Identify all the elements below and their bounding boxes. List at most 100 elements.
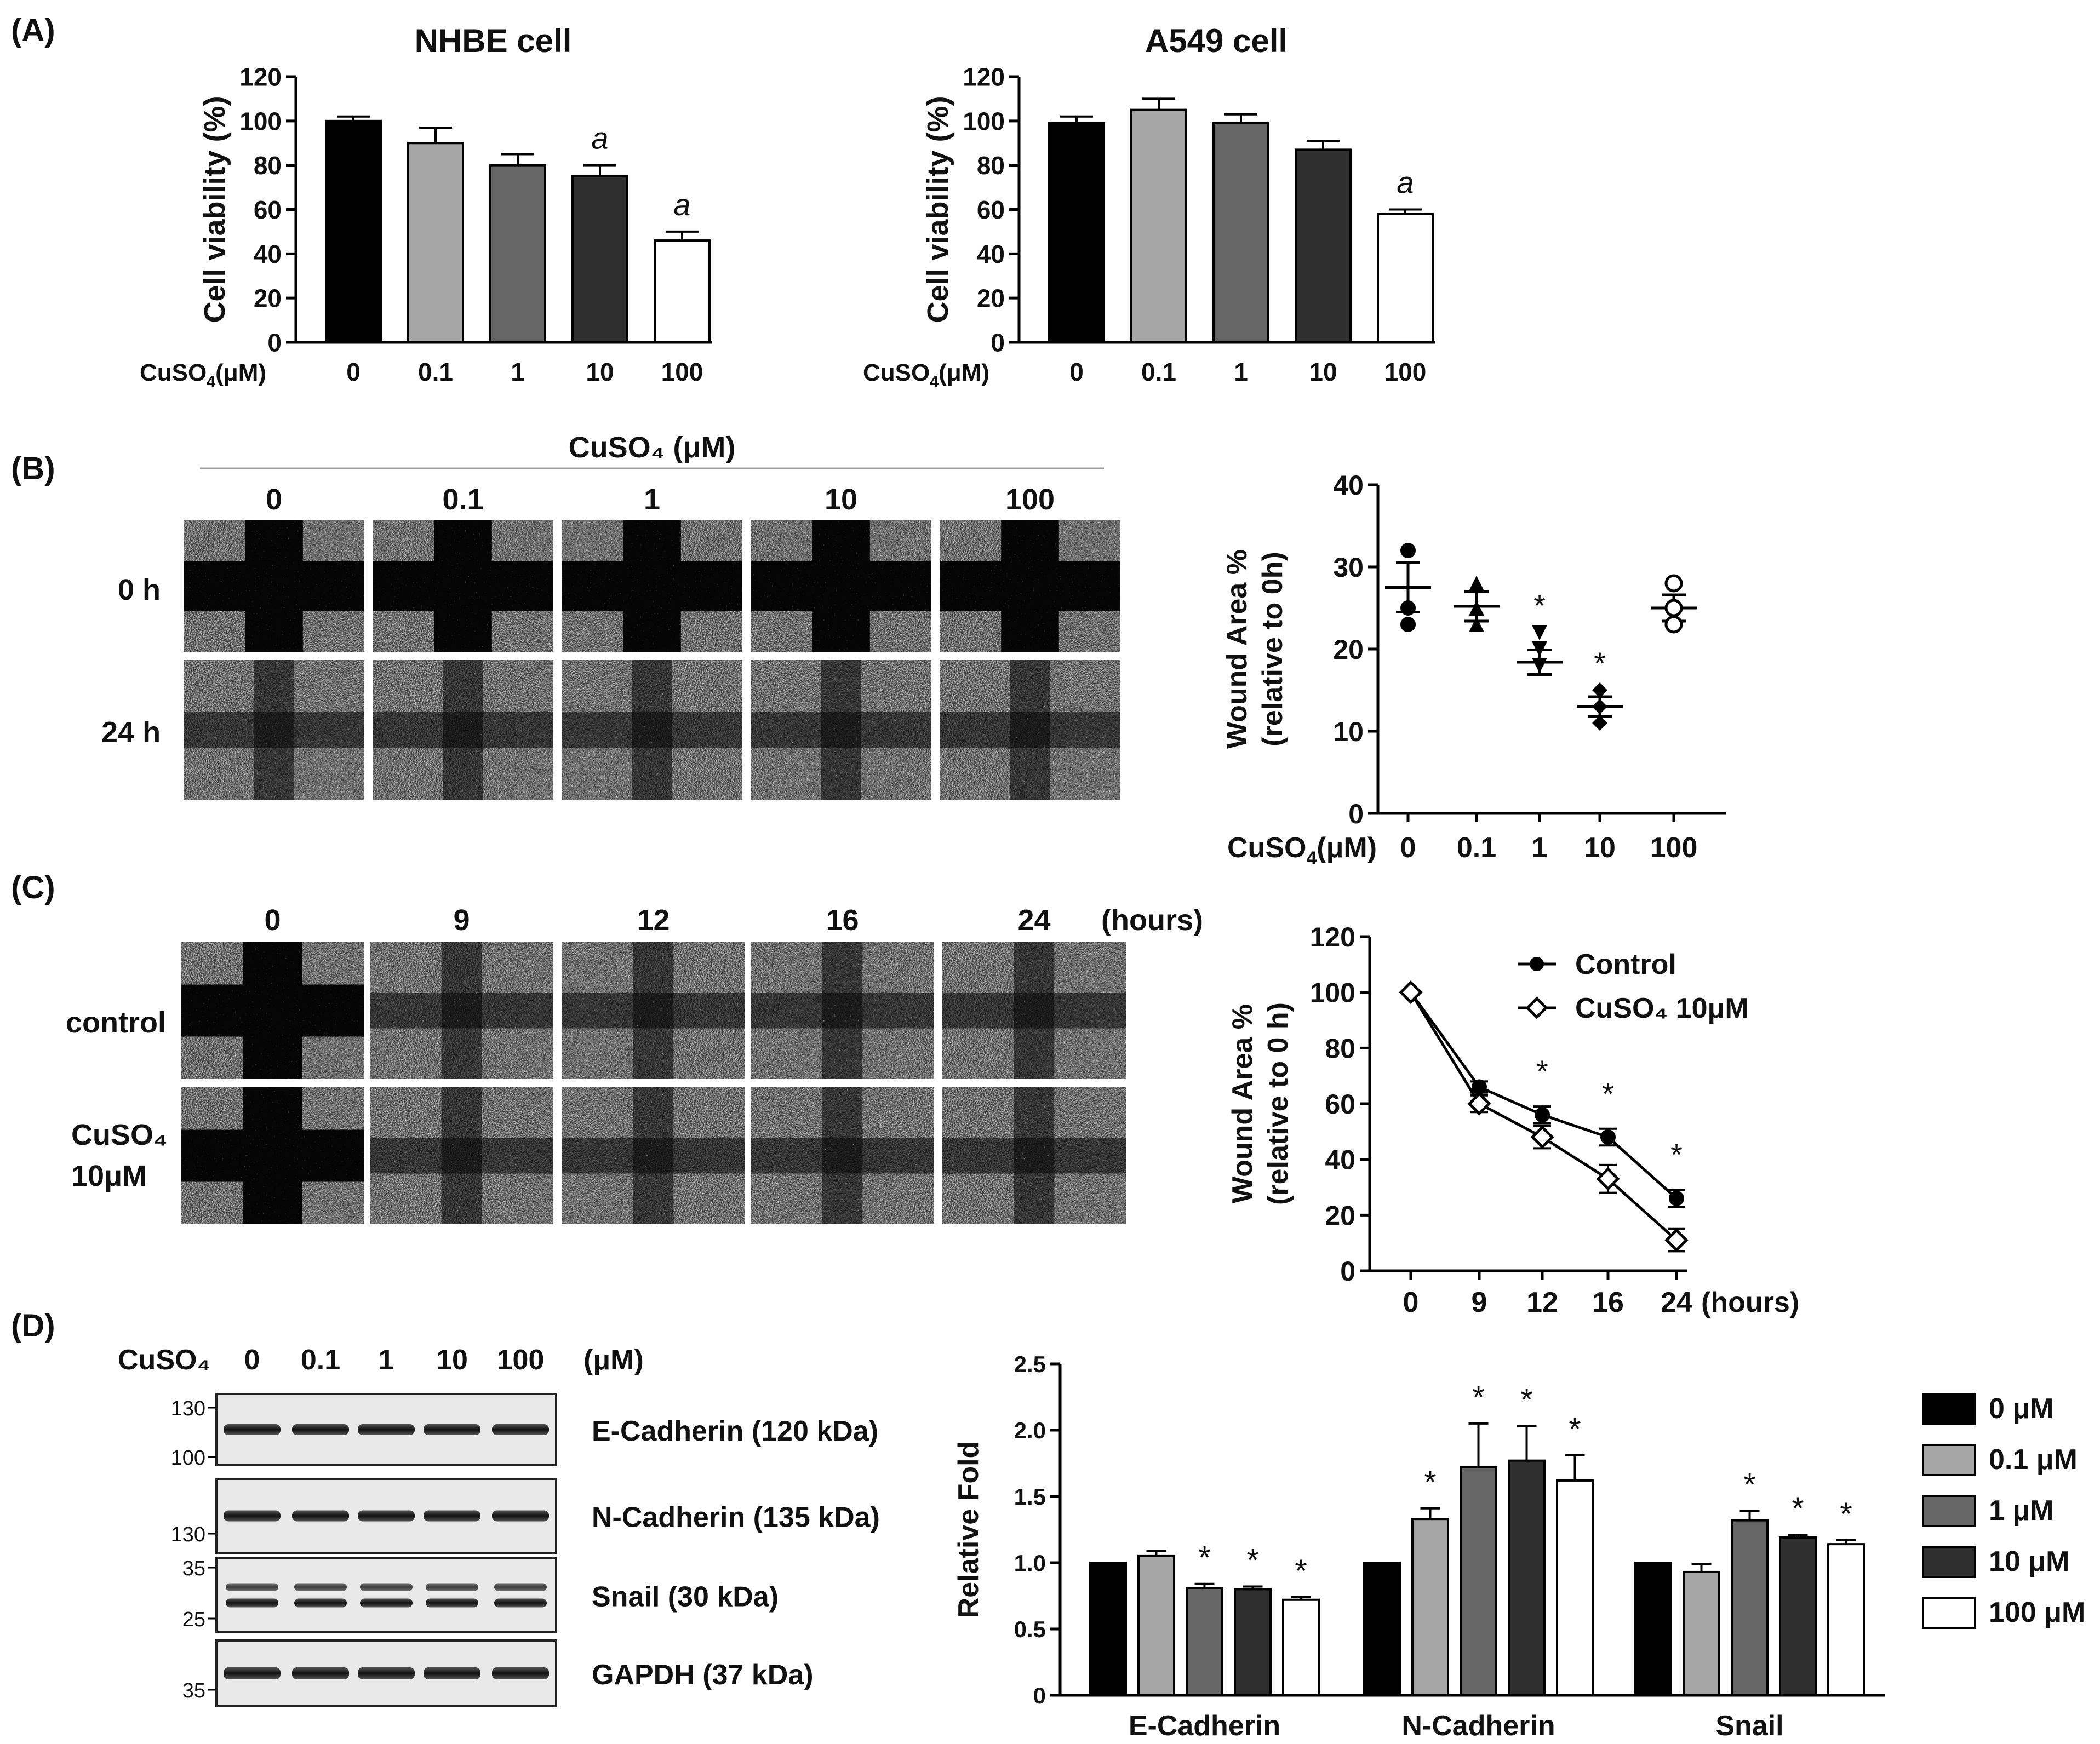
blot-band	[292, 1510, 349, 1522]
wound-b-point	[1532, 641, 1547, 657]
wound-c-ytick-label: 100	[1310, 978, 1355, 1008]
blot-protein-label: E-Cadherin (120 kDa)	[592, 1415, 878, 1447]
wound-c-point-control	[1600, 1129, 1616, 1145]
wound-area-dose-chart: Wound Area % (relative to 0h)010203040CuS…	[1221, 470, 1726, 869]
blot-band	[426, 1583, 478, 1591]
tile-c-cuso4-dots	[562, 1087, 745, 1224]
a549-xtick-label: 0.1	[1141, 358, 1176, 386]
tile-c-cuso4	[181, 1087, 364, 1224]
tile-b-0h-dots	[751, 520, 931, 652]
wound-c-ytick-label: 0	[1340, 1256, 1355, 1287]
fold-bar	[1186, 1586, 1223, 1696]
wound-c-ylabel2: (relative to 0 h)	[1262, 1002, 1294, 1205]
tile-c-control-dots	[562, 942, 745, 1079]
wound-c-point-cuso4	[1530, 1125, 1554, 1149]
wound-b-ytick-label: 30	[1333, 552, 1364, 583]
blot-band	[226, 1583, 278, 1591]
nhbe-xtick-label: 10	[586, 358, 614, 386]
grid-b-column-label: 0	[266, 483, 282, 516]
wound-b-point	[1592, 699, 1607, 714]
tile-b-0h-dots	[373, 520, 553, 652]
fold-legend-label: 0 μM	[1989, 1393, 2054, 1425]
wound-c-xunit: (hours)	[1701, 1287, 1799, 1318]
blot-marker-label: 130	[171, 1397, 205, 1420]
a549-bar	[1130, 108, 1187, 343]
wound-c-ytick-label: 120	[1310, 922, 1355, 953]
tile-c-cuso4	[751, 1087, 934, 1224]
nhbe-annotation: a	[591, 121, 608, 156]
tile-c-cuso4-dots	[942, 1087, 1126, 1224]
blot-protein-label: GAPDH (37 kDa)	[592, 1659, 814, 1691]
blot-band	[360, 1583, 413, 1591]
tile-c-control	[751, 942, 934, 1079]
fold-annotation: *	[1792, 1491, 1804, 1527]
nhbe-ylabel: Cell viability (%)	[198, 96, 231, 323]
nhbe-xtick-label: 0.1	[418, 358, 453, 386]
a549-ytick-label: 80	[977, 151, 1005, 180]
fold-ytick-label: 1.5	[1014, 1484, 1046, 1510]
wound-c-ytick-label: 80	[1325, 1033, 1355, 1064]
wound-c-point-cuso4	[1664, 1228, 1689, 1252]
tile-c-cuso4-dots	[370, 1087, 553, 1224]
fold-bar	[1282, 1598, 1320, 1697]
nhbe-bar	[325, 119, 382, 343]
tile-c-control	[562, 942, 745, 1079]
wound-b-point	[1469, 576, 1484, 591]
panel-label-c: (C)	[11, 870, 55, 905]
a549-annotation: a	[1397, 165, 1414, 200]
tile-b-24h-dots	[940, 660, 1120, 800]
wound-b-ylabel2: (relative to 0h)	[1257, 552, 1289, 746]
wound-b-point	[1664, 615, 1683, 634]
tile-b-24h-dots	[562, 660, 742, 800]
blot-marker-label: 130	[171, 1523, 205, 1546]
fold-bar	[1460, 1466, 1497, 1696]
wound-c-ytick-label: 20	[1325, 1200, 1355, 1231]
wound-c-ylabel: Wound Area %	[1227, 1004, 1258, 1203]
nhbe-xtick-label: 1	[511, 358, 525, 386]
nhbe-xtick-label: 100	[661, 358, 703, 386]
tile-c-control-dots	[181, 942, 364, 1079]
tile-b-0h-dots	[184, 520, 364, 652]
wound-c-point-control	[1669, 1190, 1684, 1206]
tile-b-24h	[562, 660, 742, 800]
tile-b-24h-dots	[373, 660, 553, 800]
nhbe-ytick-label: 40	[254, 240, 282, 268]
blot-band	[292, 1424, 349, 1435]
blot-band	[492, 1667, 549, 1679]
blot-marker-label: 100	[171, 1447, 205, 1470]
tile-c-control-dots	[942, 942, 1126, 1079]
tile-c-cuso4	[942, 1087, 1126, 1224]
fold-ytick-label: 1.0	[1014, 1550, 1046, 1576]
fold-bar	[1634, 1562, 1672, 1696]
blot-band	[360, 1598, 413, 1608]
grid-c-column-label: 16	[826, 904, 859, 937]
blot-band	[492, 1510, 549, 1522]
tile-c-cuso4-dots	[181, 1087, 364, 1224]
nhbe-ytick-label: 100	[239, 107, 282, 135]
panel-label-a: (A)	[11, 13, 55, 48]
fold-annotation: *	[1295, 1553, 1307, 1589]
blot-protein-label: Snail (30 kDa)	[592, 1581, 779, 1613]
fold-legend-swatch	[1922, 1495, 1976, 1527]
nhbe-ytick-label: 80	[254, 151, 282, 180]
a549-ytick-label: 120	[963, 63, 1005, 91]
fold-annotation: *	[1198, 1540, 1211, 1576]
tile-c-control	[942, 942, 1126, 1079]
fold-annotation: *	[1246, 1543, 1259, 1579]
a549-bar	[1377, 213, 1434, 344]
nhbe-ytick-label: 120	[239, 63, 282, 91]
tile-c-cuso4	[562, 1087, 745, 1224]
fold-legend-label: 10 μM	[1989, 1546, 2069, 1577]
blot-header-prefix: CuSO₄	[118, 1344, 210, 1376]
wound-c-ytick-label: 60	[1325, 1089, 1355, 1120]
wound-c-xtick-label: 0	[1403, 1287, 1419, 1318]
a549-xtick-label: 100	[1384, 358, 1427, 386]
wound-c-legend-marker	[1525, 996, 1548, 1019]
blot-header-unit: (μM)	[583, 1344, 644, 1376]
fold-xtick-label: Snail	[1715, 1710, 1783, 1742]
wound-b-ytick-label: 40	[1333, 470, 1364, 501]
fold-legend-label: 0.1 μM	[1989, 1444, 2078, 1476]
fold-annotation: *	[1840, 1496, 1852, 1532]
